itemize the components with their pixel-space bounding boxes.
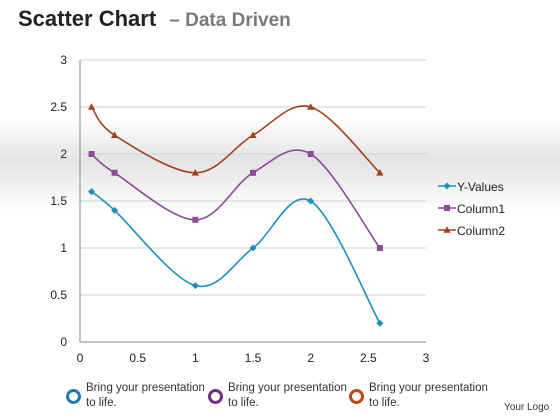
data-point-column2 [111, 131, 119, 138]
data-point-y-values [376, 319, 384, 327]
y-tick-label: 1 [60, 241, 67, 255]
data-point-column1 [192, 216, 199, 223]
x-tick-label: 2.5 [360, 351, 377, 365]
x-tick-label: 3 [423, 351, 430, 365]
data-point-column2 [87, 103, 96, 110]
y-tick-label: 0 [60, 335, 67, 349]
footer-ring-icon [66, 389, 81, 404]
title-subtitle: – Data Driven [169, 10, 290, 31]
x-tick-label: 0.5 [129, 351, 146, 365]
data-point-y-values [249, 244, 257, 252]
data-point-column2 [307, 103, 315, 110]
legend-label-column2: Column2 [457, 224, 506, 238]
logo-text: Your Logo [504, 402, 550, 413]
title-main: Scatter Chart [18, 6, 157, 31]
footer-text: Bring your presentation to life. [86, 382, 205, 409]
data-point-column2 [191, 169, 199, 176]
data-point-column2 [376, 169, 384, 176]
legend-label-y-values: Y-Values [457, 180, 504, 194]
legend-point-column1 [444, 205, 450, 211]
data-point-column1 [250, 169, 256, 176]
data-point-column1 [307, 151, 314, 157]
title-dash: – [169, 10, 180, 31]
title-subtitle-text: Data Driven [185, 10, 291, 31]
data-point-column1 [376, 245, 383, 251]
y-tick-label: 2 [60, 147, 67, 161]
footer-text: Bring your presentation to life. [369, 382, 488, 409]
series-line-column2 [90, 105, 381, 174]
series-line-column1 [91, 149, 381, 249]
data-point-y-values [88, 188, 96, 196]
y-tick-label: 0.5 [50, 288, 67, 302]
footer-ring-icon [208, 389, 223, 404]
background-band [0, 118, 560, 213]
footer-ring-icon [349, 389, 364, 404]
data-point-y-values [191, 282, 199, 290]
series-line-y-values [91, 190, 381, 324]
y-tick-label: 1.5 [50, 194, 67, 208]
data-point-column1 [88, 151, 95, 157]
legend-label-column1: Column1 [457, 202, 506, 216]
x-tick-label: 1.5 [245, 351, 262, 365]
y-tick-label: 3 [60, 53, 67, 67]
page-title: Scatter Chart – Data Driven [18, 6, 291, 32]
legend-marker-column2 [438, 226, 456, 233]
data-point-y-values [111, 206, 119, 214]
x-tick-label: 1 [192, 351, 199, 365]
legend-marker-column1 [438, 205, 456, 211]
footer-text: Bring your presentation to life. [228, 382, 347, 409]
x-tick-label: 0 [77, 351, 84, 365]
data-point-column2 [249, 131, 257, 138]
data-point-y-values [307, 197, 315, 205]
legend-marker-y-values [438, 182, 456, 190]
legend-point-column2 [443, 226, 451, 233]
legend-point-y-values [443, 182, 451, 190]
x-tick-label: 2 [307, 351, 314, 365]
y-tick-label: 2.5 [50, 100, 67, 114]
data-point-column1 [111, 169, 118, 176]
